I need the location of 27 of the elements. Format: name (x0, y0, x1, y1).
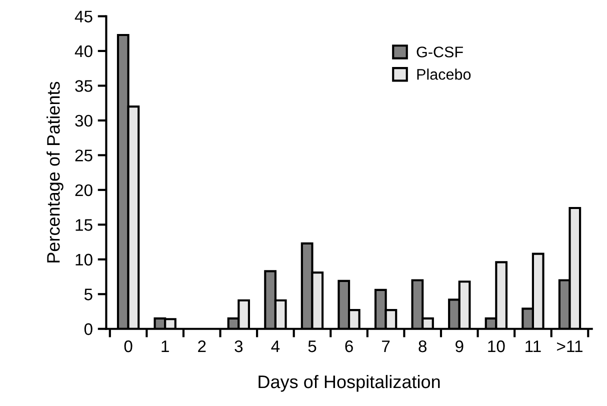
x-tick-label: 6 (345, 340, 353, 352)
y-tick-label: 30 (75, 114, 92, 127)
x-tick-label: 5 (308, 340, 316, 352)
y-tick-label: 15 (76, 219, 92, 231)
y-tick-label: 40 (74, 45, 92, 58)
legend-label: Placebo (417, 68, 471, 80)
y-tick-label: 45 (74, 10, 92, 22)
x-tick-label: 1 (162, 340, 169, 352)
x-axis-title: Days of Hospitalization (258, 374, 440, 392)
x-tick-label: 4 (271, 340, 280, 352)
x-tick-label: 8 (418, 340, 427, 352)
x-tick-label: 0 (124, 340, 132, 352)
x-tick-label: 11 (526, 340, 541, 352)
y-tick-label: 35 (75, 80, 92, 92)
y-tick-label: 5 (84, 288, 92, 300)
x-tick-label: 9 (456, 340, 464, 352)
legend-label: G-CSF (416, 46, 463, 58)
y-tick-label: 20 (75, 184, 92, 196)
x-tick-label: 7 (382, 340, 390, 352)
x-tick-label: 2 (198, 340, 206, 352)
y-tick-label: 0 (84, 323, 92, 336)
y-tick-label: 25 (75, 150, 92, 162)
x-tick-label: >11 (557, 340, 582, 352)
x-tick-label: 10 (488, 340, 505, 352)
x-tick-label: 3 (234, 340, 243, 352)
y-axis-title: Percentage of Patients (46, 82, 64, 262)
y-tick-label: 10 (76, 254, 92, 266)
